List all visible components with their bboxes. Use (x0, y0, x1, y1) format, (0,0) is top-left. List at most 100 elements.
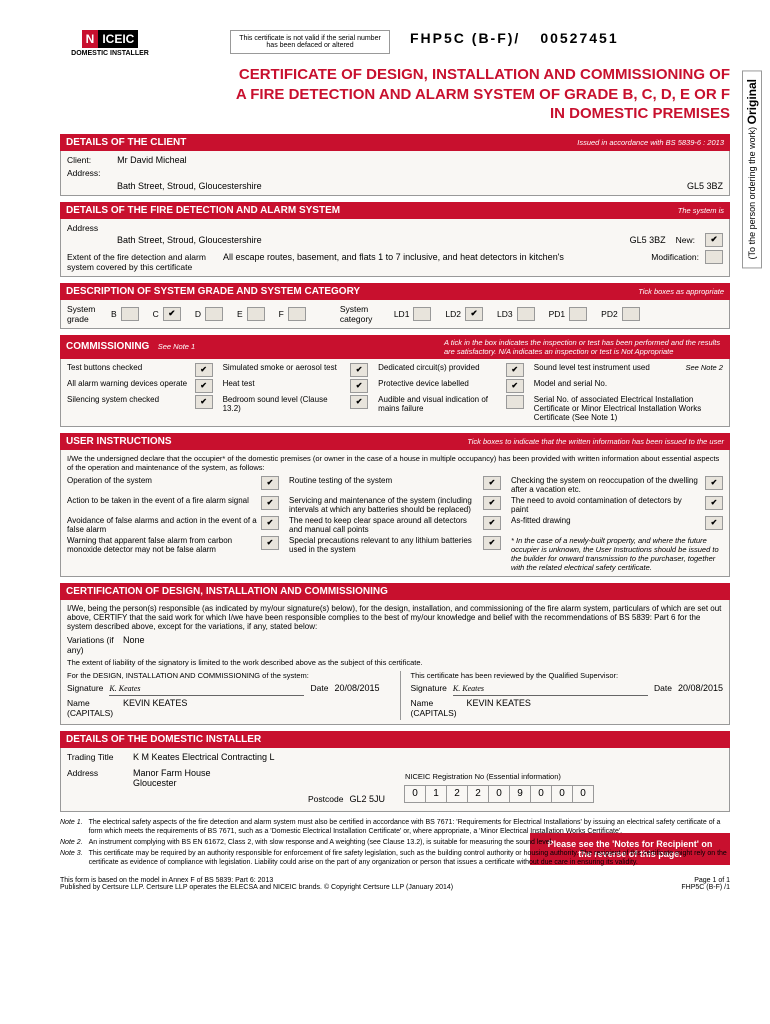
section-client: DETAILS OF THE CLIENT Issued in accordan… (60, 134, 730, 196)
comm-check[interactable]: ✔ (350, 363, 368, 377)
signature-left: K. Keates (109, 684, 304, 696)
trading-value: K M Keates Electrical Contracting L (133, 752, 275, 762)
grade-label: System grade (67, 304, 107, 324)
section-installer: DETAILS OF THE DOMESTIC INSTALLER Tradin… (60, 731, 730, 812)
certificate-title: CERTIFICATE OF DESIGN, INSTALLATION AND … (60, 65, 730, 124)
system-postcode: GL5 3BZ (630, 235, 666, 245)
installer-address1: Manor Farm House (133, 768, 211, 778)
cat-label: System category (340, 304, 390, 324)
instructions-tick-note: Tick boxes to indicate that the written … (467, 437, 724, 446)
variations-value: None (123, 635, 145, 645)
installer-postcode-label: Postcode (308, 794, 343, 804)
certification-header: CERTIFICATION OF DESIGN, INSTALLATION AN… (66, 586, 388, 597)
section-commissioning: COMMISSIONING See Note 1 A tick in the b… (60, 335, 730, 427)
logo-n: N (82, 30, 99, 48)
reg-digit: 0 (551, 785, 573, 803)
logo-rest: ICEIC (98, 30, 138, 48)
variations-label: Variations (if any) (67, 635, 117, 655)
grade-b-check[interactable] (121, 307, 139, 321)
reg-digit: 0 (530, 785, 552, 803)
instr-check[interactable]: ✔ (483, 496, 501, 510)
installer-header: DETAILS OF THE DOMESTIC INSTALLER (66, 734, 261, 745)
name-right: KEVIN KEATES (467, 698, 531, 708)
comm-check[interactable] (506, 395, 524, 409)
reg-label: NICEIC Registration No (Essential inform… (405, 772, 723, 781)
domestic-installer-label: DOMESTIC INSTALLER (71, 50, 149, 57)
commissioning-see-note: See Note 1 (158, 342, 196, 351)
section-certification: CERTIFICATION OF DESIGN, INSTALLATION AN… (60, 583, 730, 725)
footer-page: Page 1 of 1 (681, 877, 730, 884)
installer-postcode: GL2 5JU (349, 794, 385, 804)
reg-digit: 0 (488, 785, 510, 803)
grade-header: DESCRIPTION OF SYSTEM GRADE AND SYSTEM C… (66, 286, 360, 297)
modification-checkbox[interactable] (705, 250, 723, 264)
cat-ld2-check[interactable]: ✔ (465, 307, 483, 321)
instr-check[interactable]: ✔ (483, 516, 501, 530)
reg-digit: 0 (404, 785, 426, 803)
cert-notice-text: This certificate is not valid if the ser… (239, 35, 381, 49)
reg-digit: 9 (509, 785, 531, 803)
title-line1: CERTIFICATE OF DESIGN, INSTALLATION AND … (60, 65, 730, 85)
instr-check[interactable]: ✔ (705, 516, 723, 530)
certification-body: I/We, being the person(s) responsible (a… (67, 604, 723, 631)
comm-check[interactable]: ✔ (350, 379, 368, 393)
system-header: DETAILS OF THE FIRE DETECTION AND ALARM … (66, 205, 340, 216)
signature-right: K. Keates (453, 684, 648, 696)
instr-check[interactable]: ✔ (705, 476, 723, 490)
cat-pd1-check[interactable] (569, 307, 587, 321)
comm-check[interactable]: ✔ (195, 379, 213, 393)
client-header: DETAILS OF THE CLIENT (66, 137, 186, 148)
name-left: KEVIN KEATES (123, 698, 187, 708)
serial-number: 00527451 (540, 30, 618, 46)
issued-note: Issued in accordance with BS 5839-6 : 20… (577, 138, 724, 147)
reg-digit: 2 (446, 785, 468, 803)
sig-label: Signature (67, 683, 103, 693)
grade-c-check[interactable]: ✔ (163, 307, 181, 321)
cat-ld1-check[interactable] (413, 307, 431, 321)
client-address-value: Bath Street, Stroud, Gloucestershire (117, 181, 262, 191)
new-checkbox[interactable]: ✔ (705, 233, 723, 247)
instr-check[interactable]: ✔ (483, 476, 501, 490)
date-label: Date (310, 683, 328, 693)
system-is-label: The system is (678, 206, 724, 215)
left-heading: For the DESIGN, INSTALLATION AND COMMISS… (67, 671, 380, 680)
section-instructions: USER INSTRUCTIONS Tick boxes to indicate… (60, 433, 730, 577)
comm-check[interactable]: ✔ (195, 395, 213, 409)
header-row: NICEIC DOMESTIC INSTALLER This certifica… (60, 30, 730, 57)
title-line3: IN DOMESTIC PREMISES (60, 104, 730, 124)
client-postcode: GL5 3BZ (687, 181, 723, 191)
extent-value: All escape routes, basement, and flats 1… (223, 252, 564, 262)
cat-pd2-check[interactable] (622, 307, 640, 321)
footer: This form is based on the model in Annex… (60, 877, 730, 891)
system-address-label: Address (67, 223, 98, 233)
comm-check[interactable]: ✔ (506, 363, 524, 377)
liability-text: The extent of liability of the signatory… (67, 658, 723, 667)
instr-check[interactable]: ✔ (261, 476, 279, 490)
footer-code: FHP5C (B-F) /1 (681, 884, 730, 891)
grade-e-check[interactable] (247, 307, 265, 321)
instr-check[interactable]: ✔ (483, 536, 501, 550)
comm-check[interactable]: ✔ (195, 363, 213, 377)
grade-d-check[interactable] (205, 307, 223, 321)
grade-f-check[interactable] (288, 307, 306, 321)
reg-digit: 2 (467, 785, 489, 803)
date-right: 20/08/2015 (678, 683, 723, 693)
instructions-header: USER INSTRUCTIONS (66, 436, 172, 447)
cat-ld3-check[interactable] (517, 307, 535, 321)
new-label: New: (676, 235, 695, 245)
reg-digit: 0 (572, 785, 594, 803)
installer-address-label: Address (67, 768, 127, 778)
instr-check[interactable]: ✔ (261, 536, 279, 550)
instr-check[interactable]: ✔ (261, 516, 279, 530)
client-label: Client: (67, 155, 91, 165)
comm-check[interactable]: ✔ (350, 395, 368, 409)
comm-check[interactable]: ✔ (506, 379, 524, 393)
date-left: 20/08/2015 (334, 683, 379, 693)
section-grade: DESCRIPTION OF SYSTEM GRADE AND SYSTEM C… (60, 283, 730, 329)
instr-check[interactable]: ✔ (705, 496, 723, 510)
section-system: DETAILS OF THE FIRE DETECTION AND ALARM … (60, 202, 730, 277)
right-heading: This certificate has been reviewed by th… (411, 671, 724, 680)
instr-check[interactable]: ✔ (261, 496, 279, 510)
name-label: Name (CAPITALS) (67, 698, 117, 718)
trading-label: Trading Title (67, 752, 127, 762)
